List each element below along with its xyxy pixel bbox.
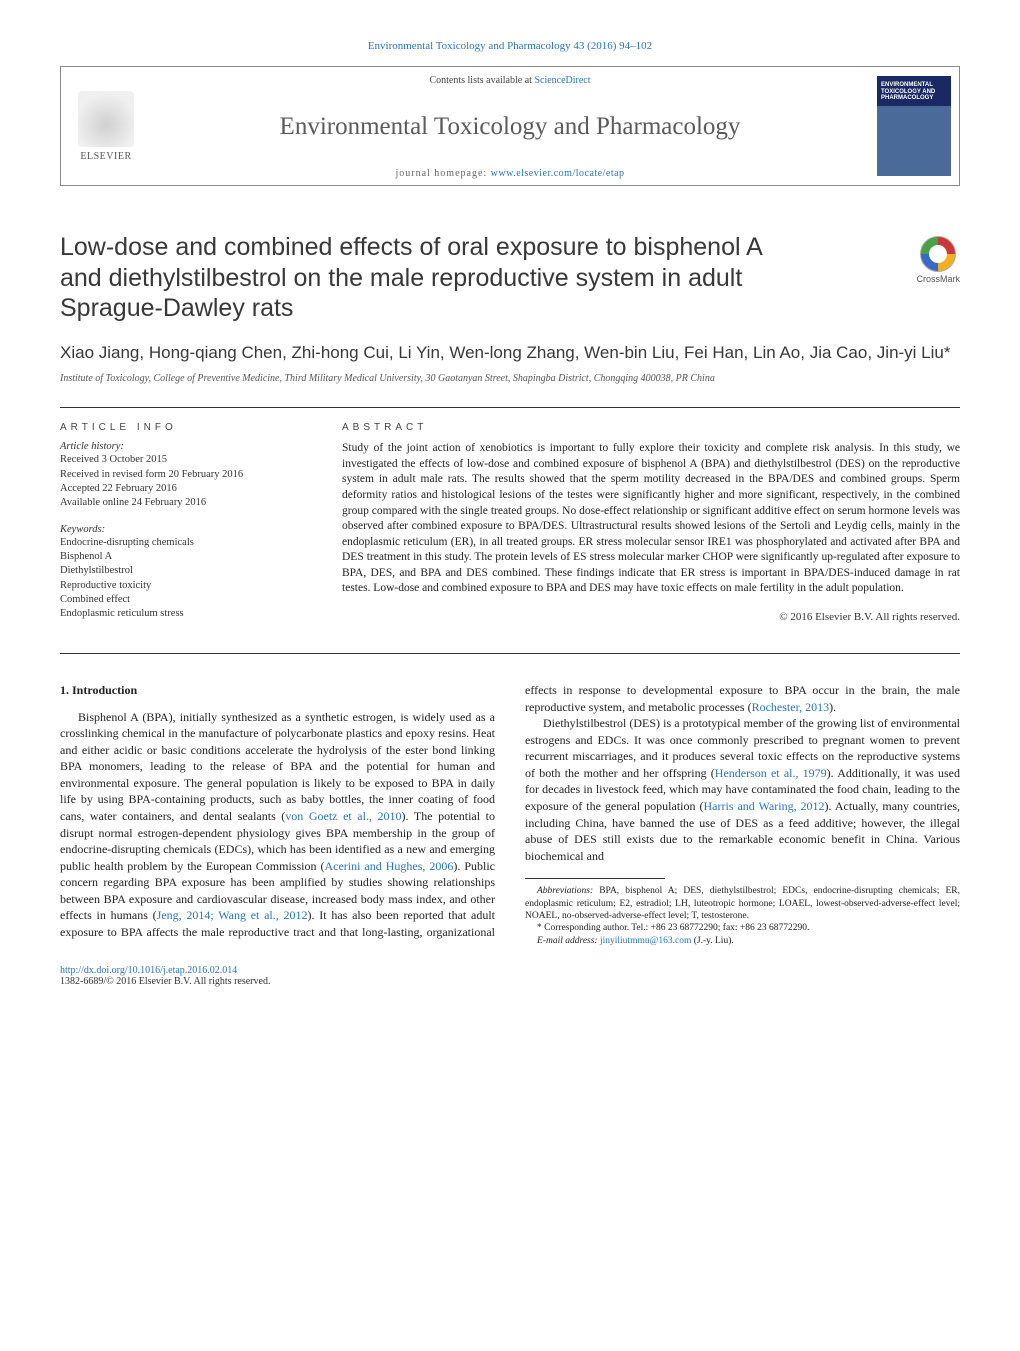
keyword: Reproductive toxicity <box>60 579 310 593</box>
email-tail: (J.-y. Liu). <box>691 936 733 946</box>
email-link[interactable]: jinyiliutmmu@163.com <box>600 936 691 946</box>
keyword: Combined effect <box>60 593 310 607</box>
history-line: Available online 24 February 2016 <box>60 496 310 510</box>
copyright-line: © 2016 Elsevier B.V. All rights reserved… <box>342 611 960 623</box>
rule-top <box>60 407 960 408</box>
body-columns: 1. Introduction Bisphenol A (BPA), initi… <box>60 682 960 947</box>
history-line: Accepted 22 February 2016 <box>60 482 310 496</box>
history-line: Received in revised form 20 February 201… <box>60 468 310 482</box>
article-title: Low-dose and combined effects of oral ex… <box>60 232 800 324</box>
rule-bottom <box>60 653 960 654</box>
homepage-prefix: journal homepage: <box>395 168 490 179</box>
elsevier-label: ELSEVIER <box>80 151 131 162</box>
body-text: Bisphenol A (BPA), initially synthesized… <box>60 710 495 823</box>
keyword: Diethylstilbestrol <box>60 564 310 578</box>
crossmark-badge[interactable]: CrossMark <box>916 236 960 284</box>
elsevier-tree-icon <box>78 91 134 147</box>
body-text: ). <box>829 700 836 714</box>
crossmark-icon <box>920 236 956 272</box>
email-label: E-mail address: <box>537 936 600 946</box>
issn-line: 1382-6689/© 2016 Elsevier B.V. All right… <box>60 976 270 987</box>
crossmark-label: CrossMark <box>916 274 960 284</box>
citation-link[interactable]: Henderson et al., 1979 <box>715 766 827 780</box>
keywords-label: Keywords: <box>60 524 310 535</box>
history-label: Article history: <box>60 441 310 452</box>
body-paragraph: Diethylstilbestrol (DES) is a prototypic… <box>525 715 960 864</box>
citation-link[interactable]: Rochester, 2013 <box>752 700 830 714</box>
publisher-logo-block: ELSEVIER <box>61 67 151 185</box>
contents-prefix: Contents lists available at <box>429 75 534 86</box>
citation-link[interactable]: Acerini and Hughes, 2006 <box>324 859 453 873</box>
citation-link[interactable]: Jeng, 2014; Wang et al., 2012 <box>157 908 308 922</box>
section-heading: 1. Introduction <box>60 682 495 699</box>
history-line: Received 3 October 2015 <box>60 453 310 467</box>
journal-cover-text: ENVIRONMENTAL TOXICOLOGY AND PHARMACOLOG… <box>881 82 947 102</box>
abstract-heading: abstract <box>342 422 960 433</box>
keyword: Endocrine-disrupting chemicals <box>60 536 310 550</box>
footnote-rule <box>525 878 665 879</box>
article-info-heading: article info <box>60 422 310 433</box>
journal-cover-block: ENVIRONMENTAL TOXICOLOGY AND PHARMACOLOG… <box>869 67 959 185</box>
footnotes-block: Abbreviations: BPA, bisphenol A; DES, di… <box>525 878 960 947</box>
article-info-column: article info Article history: Received 3… <box>60 422 310 635</box>
journal-homepage-link[interactable]: www.elsevier.com/locate/etap <box>491 168 625 179</box>
abstract-body: Study of the joint action of xenobiotics… <box>342 441 960 596</box>
abbrev-label: Abbreviations: <box>537 886 593 896</box>
abbreviations-footnote: Abbreviations: BPA, bisphenol A; DES, di… <box>525 885 960 922</box>
author-list: Xiao Jiang, Hong-qiang Chen, Zhi-hong Cu… <box>60 342 960 365</box>
citation-link[interactable]: Harris and Waring, 2012 <box>704 799 825 813</box>
sciencedirect-link[interactable]: ScienceDirect <box>534 75 590 86</box>
page-footer: http://dx.doi.org/10.1016/j.etap.2016.02… <box>60 965 960 987</box>
citation-link[interactable]: von Goetz et al., 2010 <box>285 809 401 823</box>
journal-cover-icon: ENVIRONMENTAL TOXICOLOGY AND PHARMACOLOG… <box>877 76 951 176</box>
affiliation: Institute of Toxicology, College of Prev… <box>60 372 960 385</box>
journal-title: Environmental Toxicology and Pharmacolog… <box>280 113 741 141</box>
email-footnote: E-mail address: jinyiliutmmu@163.com (J.… <box>525 935 960 947</box>
keyword: Endoplasmic reticulum stress <box>60 607 310 621</box>
doi-link[interactable]: http://dx.doi.org/10.1016/j.etap.2016.02… <box>60 965 237 976</box>
citation-line: Environmental Toxicology and Pharmacolog… <box>60 40 960 52</box>
journal-homepage-line: journal homepage: www.elsevier.com/locat… <box>395 168 624 179</box>
abstract-column: abstract Study of the joint action of xe… <box>342 422 960 635</box>
journal-header-bar: ELSEVIER Contents lists available at Sci… <box>60 66 960 186</box>
corresponding-author-footnote: * Corresponding author. Tel.: +86 23 687… <box>525 922 960 934</box>
contents-available-line: Contents lists available at ScienceDirec… <box>429 75 590 86</box>
keyword: Bisphenol A <box>60 550 310 564</box>
